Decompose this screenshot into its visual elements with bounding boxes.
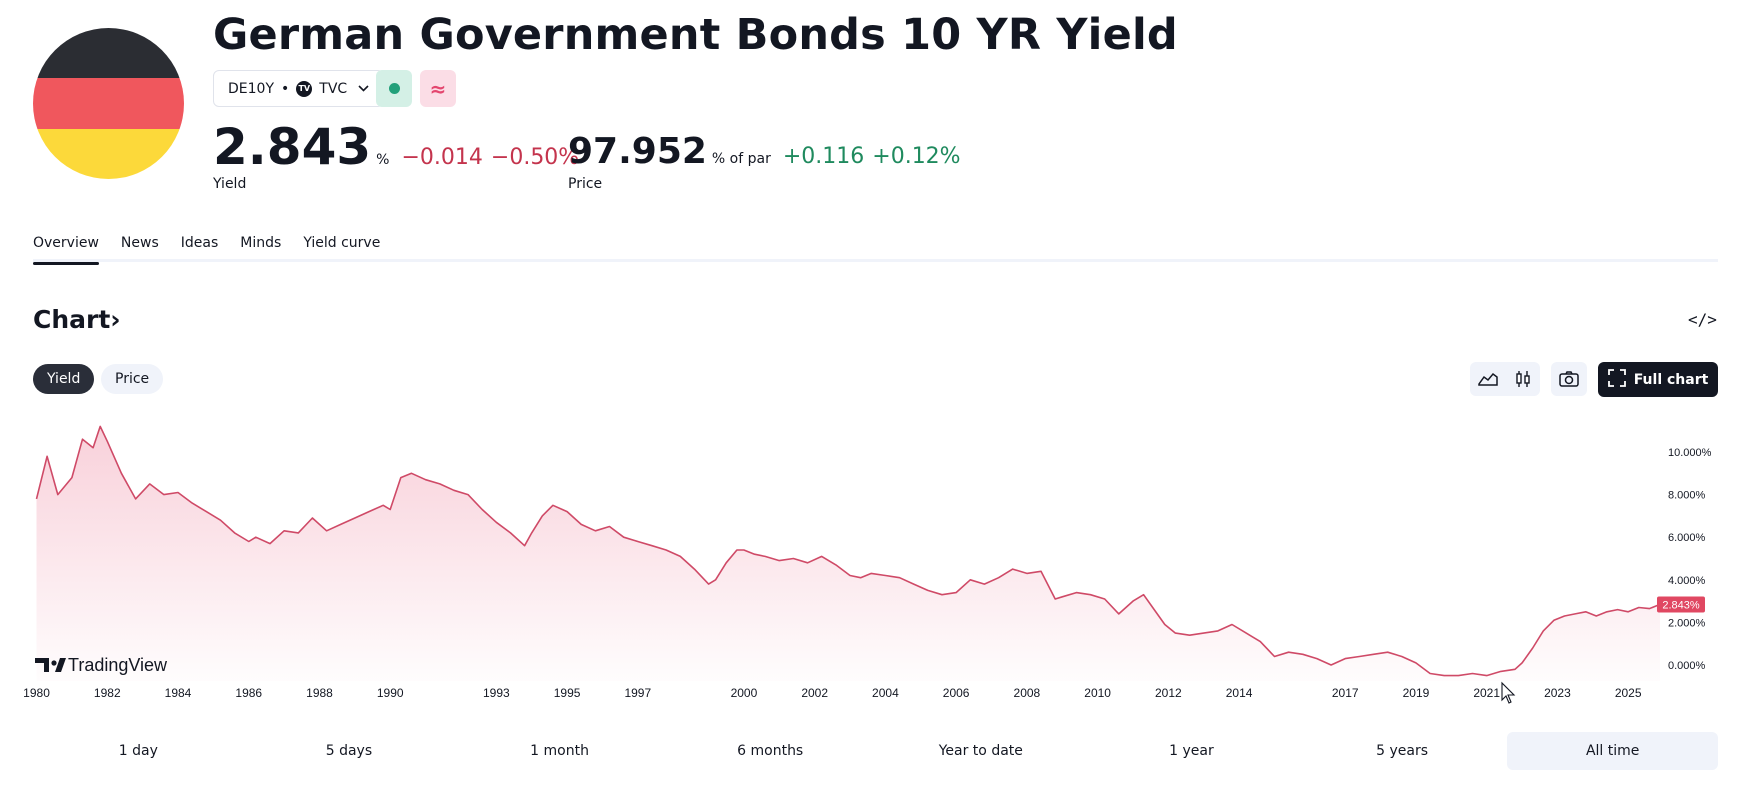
price-change-percent: +0.12%: [872, 144, 961, 169]
x-tick-label: 2014: [1226, 686, 1253, 700]
page-title: German Government Bonds 10 YR Yield: [213, 10, 1178, 60]
approx-icon: ≈: [429, 76, 447, 101]
range-1-day[interactable]: 1 day: [118, 743, 158, 759]
range-all-time[interactable]: All time: [1507, 732, 1718, 770]
mouse-cursor-icon: [1501, 681, 1516, 704]
y-tick-label: 10.000%: [1668, 447, 1712, 459]
price-unit: % of par: [711, 151, 771, 167]
price-value: 97.952: [568, 131, 707, 172]
price-toggle[interactable]: Price: [101, 364, 164, 394]
x-tick-label: 2002: [801, 686, 828, 700]
status-dot-icon: [388, 83, 400, 94]
y-tick-label: 2.000%: [1668, 617, 1706, 629]
last-value-tag: 2.843%: [1657, 596, 1705, 613]
x-tick-label: 2008: [1014, 686, 1041, 700]
candles-icon[interactable]: [1505, 362, 1540, 396]
range-1-year[interactable]: 1 year: [1169, 743, 1214, 759]
x-tick-label: 1990: [377, 686, 404, 700]
market-open-badge[interactable]: [376, 70, 412, 107]
tab-minds[interactable]: Minds: [240, 235, 282, 251]
yield-quote: 2.843 % −0.014 −0.50%: [213, 118, 579, 176]
x-tick-label: 1982: [94, 686, 121, 700]
range-1-month[interactable]: 1 month: [530, 743, 589, 759]
x-tick-label: 2004: [872, 686, 899, 700]
range-6-months[interactable]: 6 months: [737, 743, 804, 759]
time-range-selector: 1 day 5 days 1 month 6 months Year to da…: [33, 732, 1718, 770]
x-tick-label: 2017: [1332, 686, 1359, 700]
x-tick-label: 2012: [1155, 686, 1182, 700]
range-year-to-date[interactable]: Year to date: [938, 743, 1023, 759]
x-tick-label: 2021: [1473, 686, 1500, 700]
x-tick-label: 2019: [1403, 686, 1430, 700]
yield-unit: %: [376, 152, 390, 168]
market-type-badge[interactable]: ≈: [420, 70, 456, 107]
full-chart-label: Full chart: [1633, 371, 1709, 388]
yield-series-line: [35, 425, 1661, 677]
yield-change: −0.014: [401, 145, 483, 170]
y-axis: 10.000% 8.000% 6.000% 4.000% 2.000% 0.000%: [1668, 447, 1712, 672]
germany-flag-icon: [33, 28, 184, 179]
tradingview-logo-icon: [35, 658, 66, 672]
yield-area-fill: [36, 426, 1660, 681]
symbol-label: DE10Y: [228, 80, 274, 97]
y-tick-label: 8.000%: [1668, 490, 1706, 502]
tab-overview[interactable]: Overview: [33, 232, 99, 265]
x-tick-label: 2010: [1084, 686, 1111, 700]
x-tick-label: 1993: [483, 686, 510, 700]
tab-yield-curve[interactable]: Yield curve: [303, 235, 381, 251]
range-5-days[interactable]: 5 days: [325, 743, 373, 759]
x-tick-label: 1984: [165, 686, 192, 700]
price-change: +0.116: [782, 144, 865, 169]
chart-style-group: [1470, 362, 1540, 396]
x-tick-label: 1995: [554, 686, 581, 700]
code-icon[interactable]: </>: [1688, 310, 1717, 329]
yield-change-percent: −0.50%: [490, 145, 580, 170]
full-chart-button[interactable]: Full chart: [1598, 362, 1718, 397]
tradingview-exchange-icon: TV: [296, 80, 313, 97]
tab-news[interactable]: News: [120, 235, 159, 251]
last-value-label: 2.843%: [1662, 599, 1700, 611]
camera-icon[interactable]: [1551, 362, 1587, 396]
price-label: Price: [568, 176, 603, 192]
x-tick-label: 1980: [23, 686, 50, 700]
x-tick-label: 2000: [731, 686, 758, 700]
yield-value: 2.843: [213, 118, 372, 176]
y-tick-label: 0.000%: [1668, 660, 1706, 672]
yield-label: Yield: [213, 176, 247, 192]
x-tick-label: 1988: [306, 686, 333, 700]
tradingview-watermark: TradingView: [35, 655, 168, 675]
y-tick-label: 6.000%: [1668, 532, 1706, 544]
x-tick-label: 1997: [624, 686, 651, 700]
line-chart-icon[interactable]: [1470, 362, 1505, 396]
y-tick-label: 4.000%: [1668, 575, 1706, 587]
x-tick-label: 2006: [943, 686, 970, 700]
range-5-years[interactable]: 5 years: [1376, 743, 1428, 759]
chart-heading-link[interactable]: Chart›: [33, 305, 121, 334]
chevron-right-icon: ›: [110, 305, 121, 334]
separator-dot: •: [281, 80, 290, 97]
yield-chart[interactable]: 10.000% 8.000% 6.000% 4.000% 2.000% 0.000% 19…: [0, 415, 1744, 715]
price-quote: 97.952 % of par +0.116 +0.12%: [568, 131, 961, 172]
x-tick-label: 2025: [1615, 686, 1642, 700]
chart-heading-text: Chart: [33, 305, 111, 334]
x-axis: 1980 1982 1984 1986 1988 1990 1993 1995 1997 2000…: [23, 686, 1642, 700]
tradingview-watermark-text: TradingView: [68, 655, 168, 675]
exchange-label: TVC: [319, 80, 348, 97]
chevron-down-icon: [358, 82, 369, 95]
fullscreen-icon: [1607, 368, 1626, 391]
section-tabs: Overview News Ideas Minds Yield curve: [33, 232, 1718, 265]
yield-toggle[interactable]: Yield: [33, 364, 95, 394]
symbol-selector[interactable]: DE10Y • TV TVC: [213, 70, 385, 107]
x-tick-label: 2023: [1544, 686, 1571, 700]
x-tick-label: 1986: [235, 686, 262, 700]
tab-ideas[interactable]: Ideas: [180, 235, 219, 251]
